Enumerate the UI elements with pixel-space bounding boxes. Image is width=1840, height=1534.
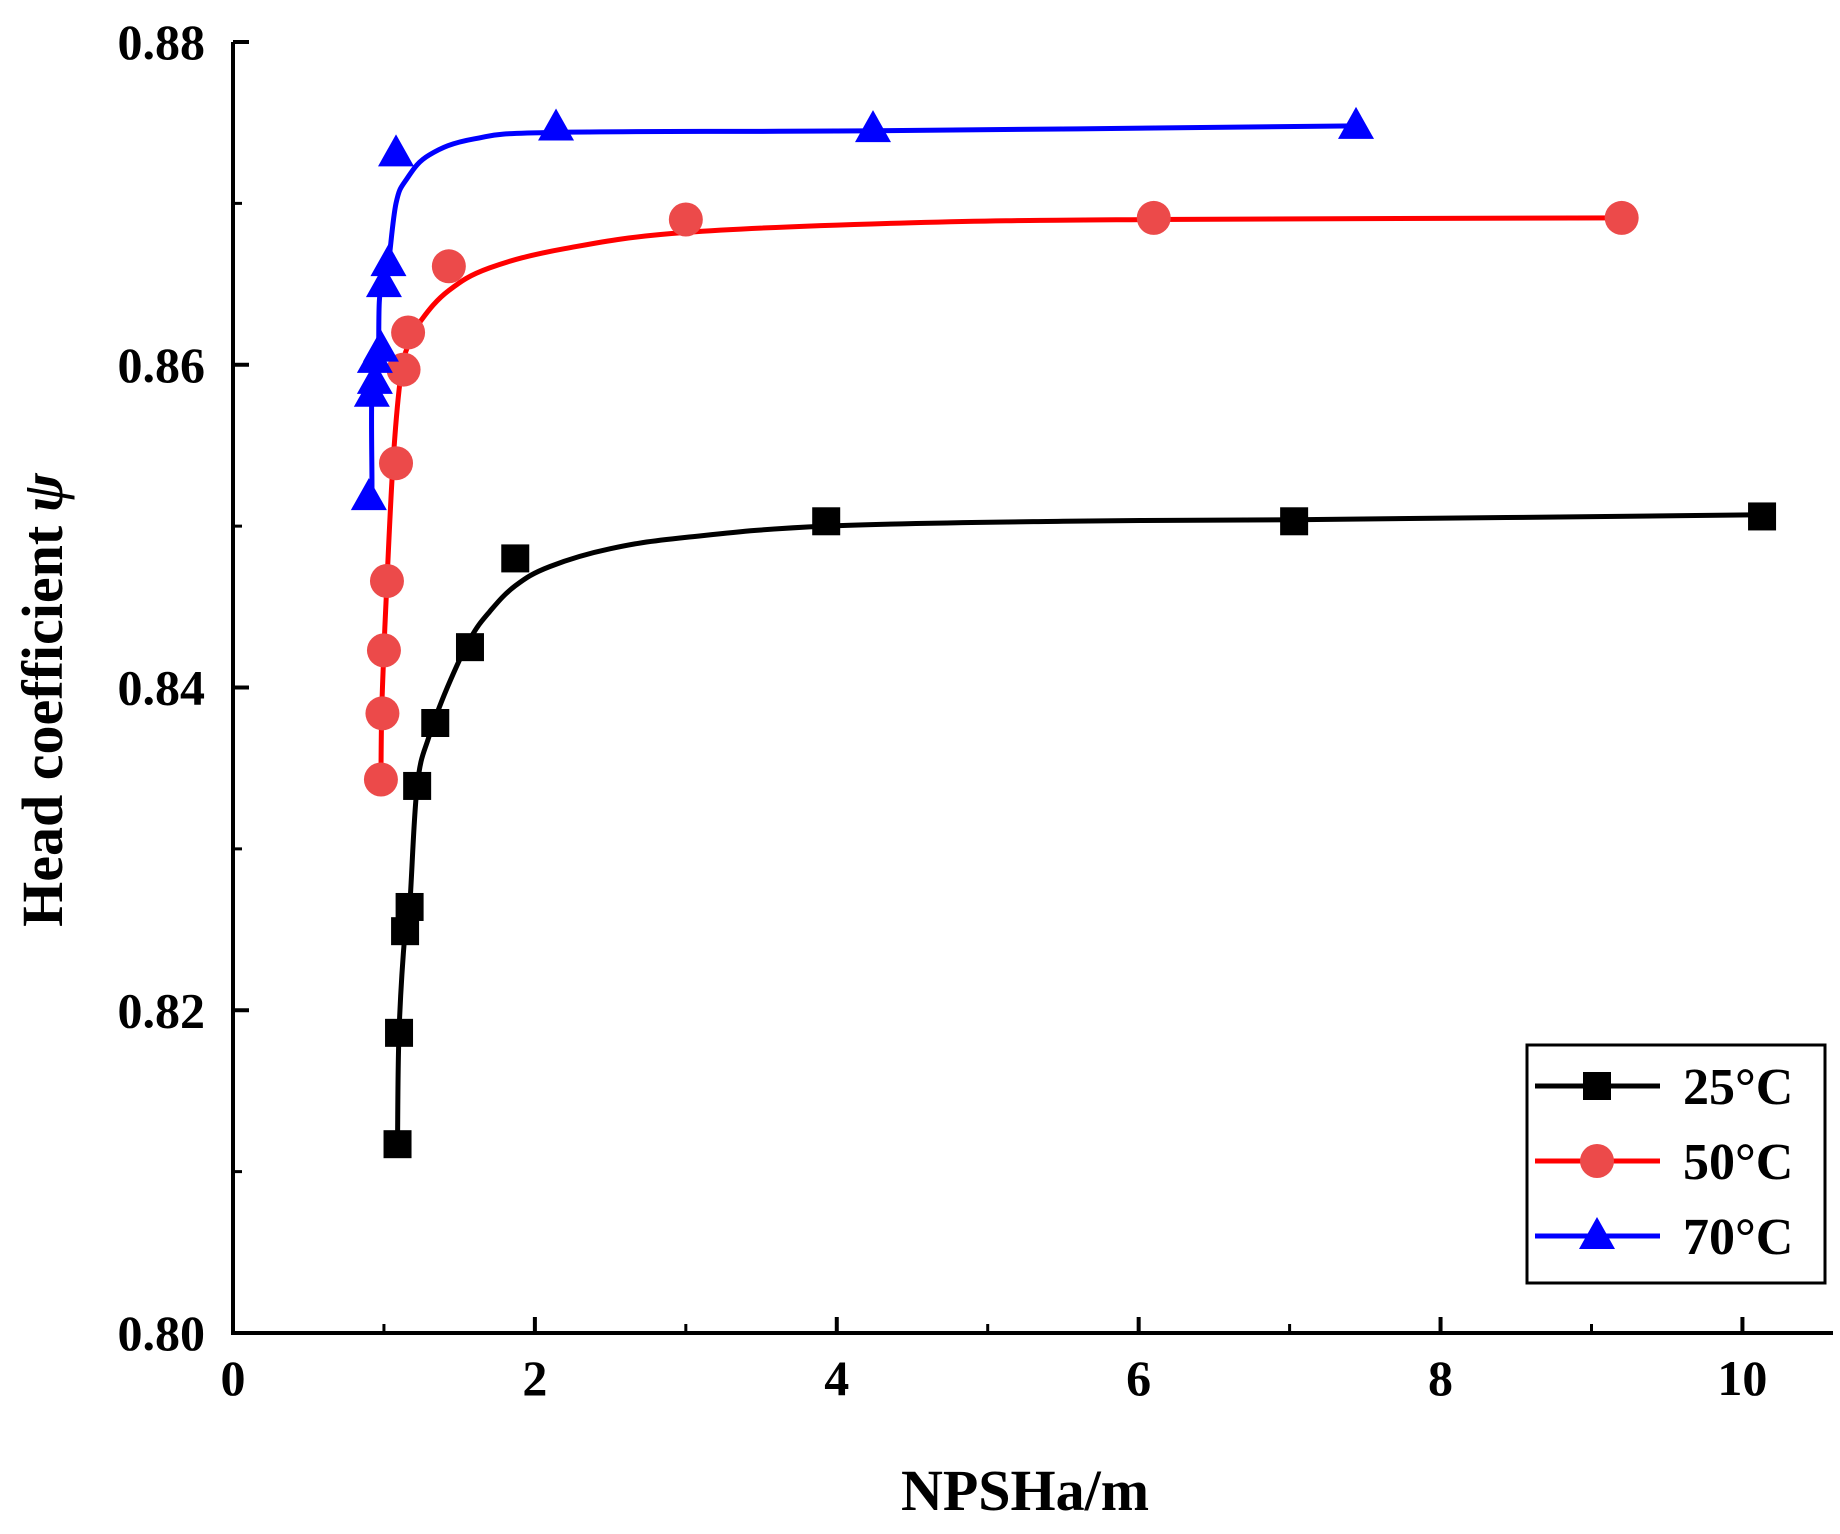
legend-label-70C: 70°C xyxy=(1683,1209,1793,1266)
data-point-25C xyxy=(455,633,484,662)
data-point-25C xyxy=(812,507,841,536)
legend-marker-25C xyxy=(1583,1072,1611,1100)
data-point-50C xyxy=(366,633,401,668)
series-line-50C xyxy=(378,215,1625,782)
data-point-70C xyxy=(365,265,402,298)
data-point-50C xyxy=(431,249,466,284)
series-curves xyxy=(366,123,1765,1147)
data-point-25C xyxy=(1748,502,1777,531)
series-line-70C xyxy=(366,123,1359,508)
data-point-50C xyxy=(1136,200,1171,235)
data-point-50C xyxy=(1604,200,1639,235)
y-tick-label: 0.88 xyxy=(118,14,206,70)
data-point-70C xyxy=(362,329,399,362)
legend-items: 25°C 50°C 70°C xyxy=(1535,1059,1793,1266)
x-axis-title: NPSHa/m xyxy=(901,1458,1149,1523)
y-tick-label: 0.80 xyxy=(118,1305,206,1361)
data-point-25C xyxy=(385,1018,414,1047)
x-tick-label: 4 xyxy=(824,1350,849,1406)
x-tick-label: 10 xyxy=(1717,1350,1767,1406)
data-point-70C xyxy=(538,108,575,141)
data-point-25C xyxy=(403,771,432,800)
y-tick-label: 0.86 xyxy=(118,337,206,393)
data-point-70C xyxy=(855,110,891,143)
data-point-50C xyxy=(365,696,400,731)
x-tick-label: 6 xyxy=(1126,1350,1151,1406)
y-tick-label: 0.82 xyxy=(118,982,206,1038)
data-point-50C xyxy=(391,315,426,350)
legend-marker-70C xyxy=(1579,1217,1615,1249)
data-point-70C xyxy=(350,478,387,511)
y-tick-label: 0.84 xyxy=(118,660,206,716)
data-point-25C xyxy=(421,709,450,738)
x-tick-label: 0 xyxy=(221,1350,246,1406)
data-point-50C xyxy=(363,762,398,797)
data-point-25C xyxy=(501,544,530,573)
legend: 25°C 50°C 70°C xyxy=(1525,1043,1827,1285)
x-tick-label: 8 xyxy=(1428,1350,1453,1406)
data-point-70C xyxy=(370,244,407,277)
y-axis-title-text: Head coefficient xyxy=(10,525,75,927)
data-point-70C xyxy=(356,361,393,394)
x-tick-label: 2 xyxy=(522,1350,547,1406)
axes: 0 2 4 6 8 10 0.80 0.82 0.84 0.86 0.88 xyxy=(118,14,1833,1406)
y-axis-title: Head coefficient ψ xyxy=(10,472,75,927)
data-point-25C xyxy=(1280,507,1309,536)
data-point-25C xyxy=(391,917,420,946)
legend-marker-50C xyxy=(1580,1144,1614,1178)
legend-label-25C: 25°C xyxy=(1683,1059,1793,1116)
data-point-50C xyxy=(369,563,404,598)
data-point-50C xyxy=(668,202,703,237)
data-point-70C xyxy=(378,134,415,167)
data-point-25C xyxy=(395,892,424,921)
legend-label-50C: 50°C xyxy=(1683,1134,1793,1191)
data-point-25C xyxy=(383,1130,412,1159)
y-axis-title-symbol: ψ xyxy=(10,472,75,512)
series-markers xyxy=(350,106,1777,1159)
data-point-70C xyxy=(1338,106,1375,139)
data-point-50C xyxy=(379,446,414,481)
